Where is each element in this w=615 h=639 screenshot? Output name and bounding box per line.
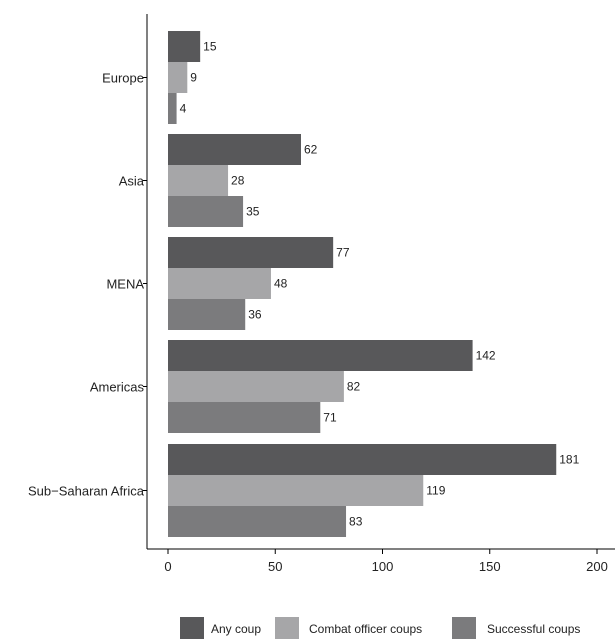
legend-swatch	[180, 617, 204, 639]
bar	[168, 134, 301, 165]
value-label: 48	[274, 277, 288, 291]
bar	[168, 268, 271, 299]
legend-swatch	[275, 617, 299, 639]
legend-swatch	[452, 617, 476, 639]
value-label: 142	[476, 349, 496, 363]
value-label: 71	[323, 411, 337, 425]
value-label: 62	[304, 143, 318, 157]
value-label: 4	[180, 102, 187, 116]
legend-label: Any coup	[211, 622, 261, 636]
value-labels-layer: 15 9 4 62 28 35 77 48 36 142 82 71 181 119 83	[180, 40, 580, 529]
value-label: 9	[190, 71, 197, 85]
value-label: 36	[248, 308, 262, 322]
bar	[168, 444, 557, 475]
bar	[168, 62, 188, 93]
bar	[168, 299, 246, 330]
value-label: 28	[231, 174, 245, 188]
bar	[168, 93, 177, 124]
value-label: 83	[349, 515, 363, 529]
legend-label: Combat officer coups	[309, 622, 422, 636]
y-tick-label: Sub−Saharan Africa	[28, 484, 145, 499]
y-tick-label: Europe	[102, 71, 144, 86]
value-label: 77	[336, 246, 350, 260]
bar	[168, 237, 334, 268]
x-tick-label: 200	[586, 559, 608, 574]
y-tick-label: Americas	[90, 380, 145, 395]
value-label: 15	[203, 40, 217, 54]
value-label: 35	[246, 205, 260, 219]
y-tick-label: Asia	[119, 174, 145, 189]
bar	[168, 340, 473, 371]
x-tick-label: 0	[164, 559, 171, 574]
x-tick-label: 100	[372, 559, 394, 574]
bar	[168, 31, 201, 62]
x-axis: 0 50 100 150 200	[147, 548, 615, 574]
y-tick-label: MENA	[106, 277, 144, 292]
x-tick-label: 50	[268, 559, 282, 574]
bar	[168, 402, 321, 433]
bar	[168, 506, 347, 537]
value-label: 119	[426, 484, 445, 498]
bar	[168, 371, 344, 402]
value-label: 181	[559, 453, 579, 467]
bars-layer	[168, 31, 557, 537]
bar	[168, 475, 424, 506]
x-tick-label: 150	[479, 559, 501, 574]
bar	[168, 196, 244, 227]
legend-label: Successful coups	[487, 622, 580, 636]
bar	[168, 165, 229, 196]
y-axis: Europe Asia MENA Americas Sub−Saharan Africa	[28, 14, 148, 549]
value-label: 82	[347, 380, 361, 394]
legend: Any coup Combat officer coups Successful c…	[180, 617, 580, 639]
